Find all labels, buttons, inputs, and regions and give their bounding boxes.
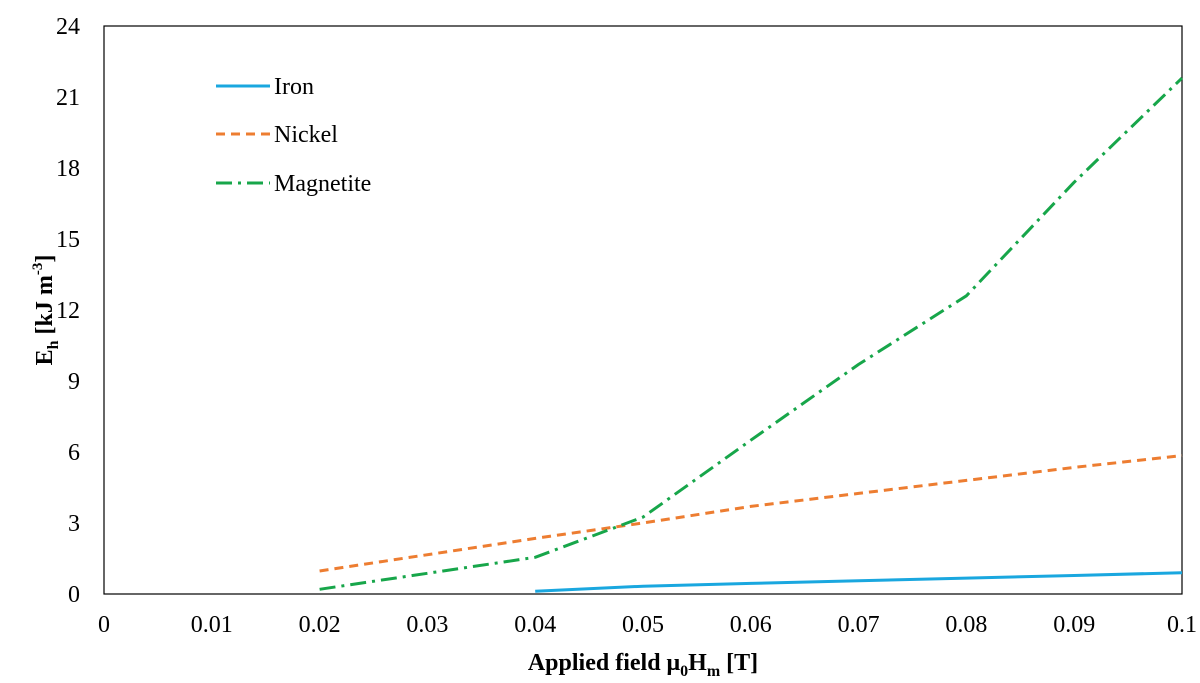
x-tick-label: 0.07	[838, 612, 880, 638]
y-tick-label: 0	[68, 582, 80, 608]
series-lines	[319, 77, 1184, 593]
y-tick-label: 9	[68, 369, 80, 395]
x-tick-label: 0.08	[945, 612, 987, 638]
legend: Iron Nickel Magnetite	[216, 74, 371, 197]
x-tick-label: 0.02	[299, 612, 341, 638]
series-line-nickel	[319, 454, 1183, 573]
y-tick-label: 24	[56, 14, 80, 40]
x-tick-label: 0.01	[191, 612, 233, 638]
y-tick-label: 3	[68, 511, 80, 537]
x-tick-label: 0	[98, 612, 110, 638]
y-tick-label: 6	[68, 440, 80, 466]
series-line-iron	[535, 571, 1183, 593]
x-tick-label: 0.06	[730, 612, 772, 638]
y-tick-label: 21	[56, 85, 80, 111]
series-line-magnetite	[319, 77, 1184, 591]
x-tick-label: 0.03	[406, 612, 448, 638]
legend-label-nickel: Nickel	[274, 122, 338, 148]
x-tick-labels: 0 0.01 0.02 0.03 0.04 0.05 0.06 0.07 0.08 0.09 0.1	[98, 612, 1197, 638]
x-axis-title: Applied field μ0Hm [T]	[528, 650, 758, 680]
legend-label-iron: Iron	[274, 74, 314, 100]
y-tick-labels: 0 3 6 9 12 15 18 21 24	[56, 14, 80, 608]
legend-label-magnetite: Magnetite	[274, 171, 371, 197]
x-tick-label: 0.09	[1053, 612, 1095, 638]
x-tick-label: 0.05	[622, 612, 664, 638]
y-tick-label: 15	[56, 227, 80, 253]
x-tick-label: 0.1	[1167, 612, 1197, 638]
x-tick-label: 0.04	[514, 612, 556, 638]
y-tick-label: 12	[56, 298, 80, 324]
y-axis-title: Eh [kJ m-3]	[30, 255, 62, 366]
y-tick-label: 18	[56, 156, 80, 182]
plot-area	[103, 25, 1183, 595]
